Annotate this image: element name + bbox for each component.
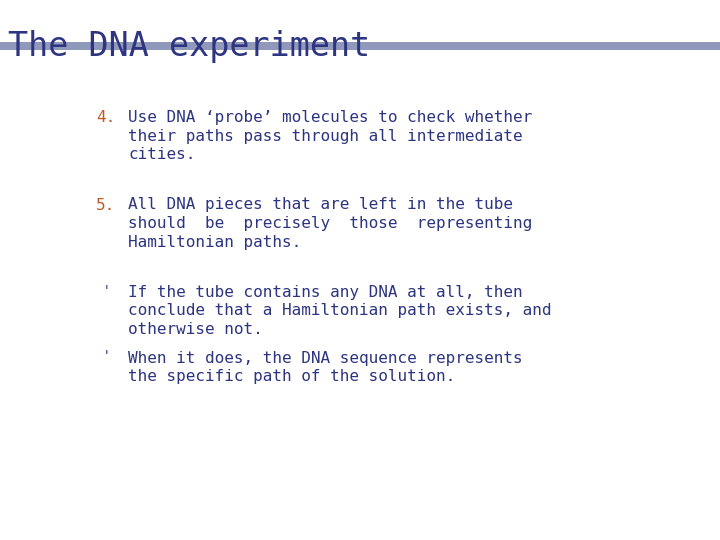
Text: If the tube contains any DNA at all, then: If the tube contains any DNA at all, the… xyxy=(128,285,523,300)
Text: ˈ: ˈ xyxy=(102,350,111,366)
Text: 5.: 5. xyxy=(96,198,115,213)
Text: Hamiltonian paths.: Hamiltonian paths. xyxy=(128,234,301,249)
Text: their paths pass through all intermediate: their paths pass through all intermediat… xyxy=(128,129,523,144)
Text: ˈ: ˈ xyxy=(102,285,111,300)
Text: When it does, the DNA sequence represents: When it does, the DNA sequence represent… xyxy=(128,350,523,366)
Text: Use DNA ‘probe’ molecules to check whether: Use DNA ‘probe’ molecules to check wheth… xyxy=(128,110,532,125)
Text: conclude that a Hamiltonian path exists, and: conclude that a Hamiltonian path exists,… xyxy=(128,303,552,319)
Text: the specific path of the solution.: the specific path of the solution. xyxy=(128,369,455,384)
Bar xyxy=(0,42,720,50)
Text: The DNA experiment: The DNA experiment xyxy=(8,30,370,63)
Text: cities.: cities. xyxy=(128,147,195,162)
Text: should  be  precisely  those  representing: should be precisely those representing xyxy=(128,216,532,231)
Text: 4.: 4. xyxy=(96,110,115,125)
Text: All DNA pieces that are left in the tube: All DNA pieces that are left in the tube xyxy=(128,198,513,213)
Text: otherwise not.: otherwise not. xyxy=(128,322,263,337)
